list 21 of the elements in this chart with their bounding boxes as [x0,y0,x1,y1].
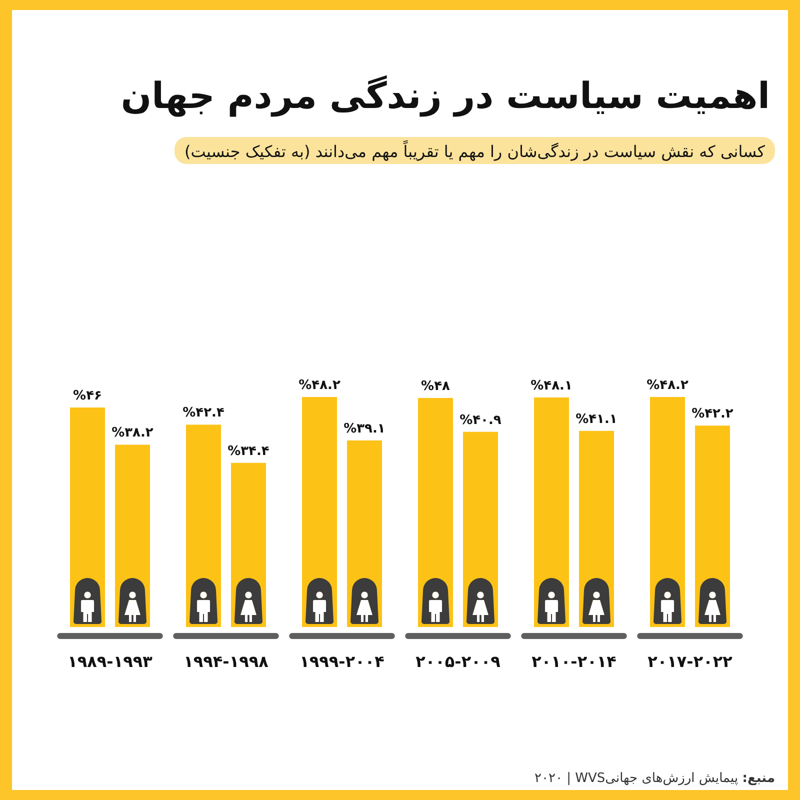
x-tick-label: ۱۹۹۴-۱۹۹۸ [184,652,268,671]
x-tick-label: ۱۹۹۹-۲۰۰۴ [300,652,384,671]
value-label: %۴۲.۲ [692,406,734,422]
x-tick-label: ۲۰۱۷-۲۰۲۲ [648,652,732,671]
annotation: منبع: پیمایش ارزش‌های جهانیWVS | ۲۰۲۰ [534,771,775,786]
x-tick-label: ۱۹۸۹-۱۹۹۳ [68,652,152,671]
value-label: %۴۸ [421,378,450,394]
value-label: %۴۱.۱ [576,412,618,427]
x-tick-label: ۲۰۰۵-۲۰۰۹ [416,652,500,671]
value-label: %۳۸.۲ [112,426,154,441]
value-label: %۳۴.۴ [228,444,270,459]
value-label: %۴۸.۲ [298,378,340,393]
value-label: %۳۹.۱ [344,421,386,436]
value-label: %۴۸.۲ [646,378,688,393]
subtitle: کسانی که نقش سیاست در زندگی‌شان را مهم یا تقریباً مهم می‌دانند (به تفکیک جنسیت) [184,142,765,161]
title: اهمیت سیاست در زندگی مردم جهان [120,76,770,117]
value-label: %۴۲.۴ [182,406,224,421]
value-label: %۴۸.۱ [530,378,572,394]
value-label: %۴۶ [73,388,102,404]
x-tick-label: ۲۰۱۰-۲۰۱۴ [532,652,616,671]
value-label: %۴۰.۹ [460,412,502,428]
